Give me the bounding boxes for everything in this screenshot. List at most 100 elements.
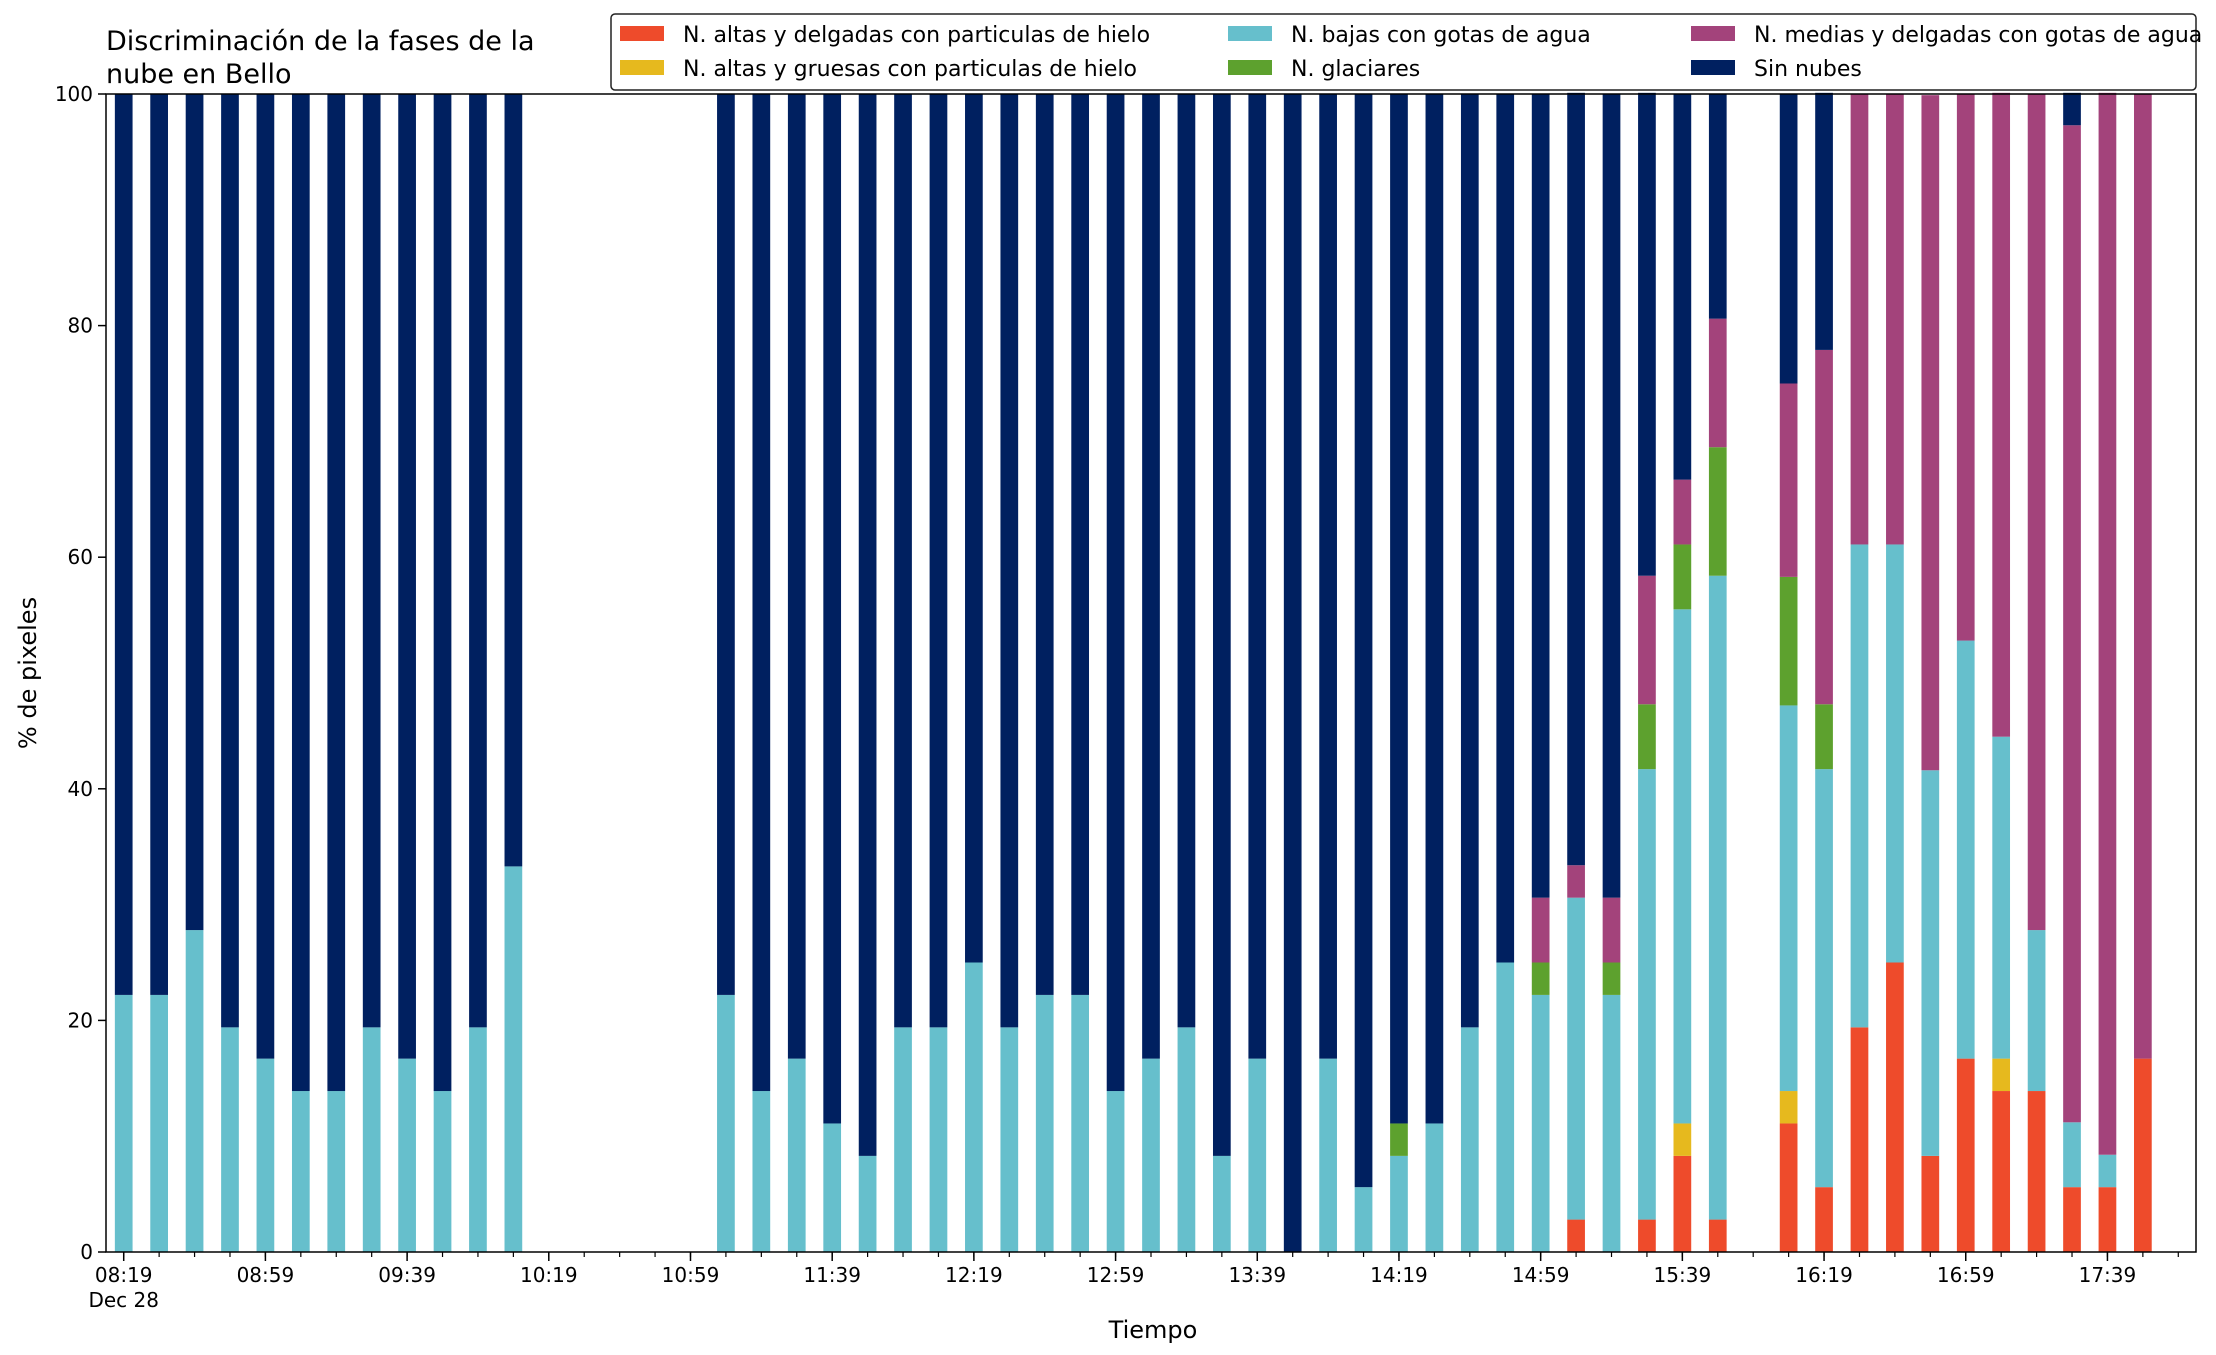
bar-segment-53-1 xyxy=(1992,1058,2011,1092)
bar-segment-38-2 xyxy=(1460,1027,1479,1252)
bar-segment-37-5 xyxy=(1425,94,1444,1124)
y-tick-label-4: 80 xyxy=(68,314,93,338)
bar-segment-56-2 xyxy=(2098,1154,2117,1188)
bar-segment-19-2 xyxy=(787,1058,806,1252)
bar-segment-40-4 xyxy=(1531,897,1550,963)
bar-segment-57-4 xyxy=(2134,94,2152,1059)
bar-segment-26-5 xyxy=(1035,94,1054,995)
bar-segment-48-4 xyxy=(1815,349,1833,705)
x-axis-label: Tiempo xyxy=(1108,1316,1198,1344)
bar-segment-48-0 xyxy=(1815,1187,1833,1252)
bar-segment-45-0 xyxy=(1708,1219,1727,1252)
bar-segment-52-2 xyxy=(1956,640,1975,1059)
legend: N. altas y delgadas con particulas de hi… xyxy=(610,13,2202,91)
bar-segment-0-2 xyxy=(114,994,133,1252)
bar-segment-19-5 xyxy=(787,94,806,1059)
bar-segment-28-2 xyxy=(1106,1091,1125,1252)
bar-segment-5-2 xyxy=(291,1091,310,1252)
bar-segment-26-2 xyxy=(1035,994,1054,1252)
bar-segment-43-5 xyxy=(1638,92,1656,576)
bar-segment-48-2 xyxy=(1815,769,1833,1188)
bar-segment-27-2 xyxy=(1071,994,1090,1252)
bar-segment-6-2 xyxy=(327,1091,346,1252)
legend-label-1: N. altas y gruesas con particulas de hie… xyxy=(683,57,1137,82)
bar-segment-10-2 xyxy=(469,1027,487,1252)
bar-segment-31-2 xyxy=(1212,1155,1231,1252)
bar-segment-38-5 xyxy=(1460,94,1479,1028)
y-tick-label-5: 100 xyxy=(55,82,93,106)
x-date-label: Dec 28 xyxy=(88,1288,159,1312)
bar-segment-44-0 xyxy=(1673,1155,1692,1252)
bar-segment-41-5 xyxy=(1567,92,1585,866)
bar-segment-56-0 xyxy=(2098,1187,2117,1252)
bar-segment-40-5 xyxy=(1531,94,1550,898)
bar-segment-9-5 xyxy=(433,94,452,1092)
bar-segment-20-2 xyxy=(823,1123,842,1252)
bar-segment-3-5 xyxy=(221,94,239,1028)
x-tick-label-3: 10:19 xyxy=(520,1263,578,1287)
bar-segment-40-2 xyxy=(1531,994,1550,1252)
bar-segment-35-2 xyxy=(1354,1187,1373,1252)
bar-segment-54-2 xyxy=(2027,930,2046,1092)
bar-segment-52-4 xyxy=(1956,94,1975,641)
bar-segment-41-2 xyxy=(1567,897,1585,1220)
bar-segment-42-2 xyxy=(1602,994,1621,1252)
legend-label-5: Sin nubes xyxy=(1754,57,1862,82)
bar-segment-44-1 xyxy=(1673,1123,1692,1156)
x-tick-label-6: 12:19 xyxy=(945,1263,1003,1287)
y-tick-label-3: 60 xyxy=(68,545,93,569)
bar-segment-10-5 xyxy=(469,94,487,1028)
bar-segment-1-5 xyxy=(150,94,168,995)
bar-segment-36-5 xyxy=(1390,94,1408,1124)
bar-segment-2-5 xyxy=(185,94,204,931)
legend-swatch-4 xyxy=(1691,26,1735,41)
bars-layer xyxy=(114,92,2152,1252)
bar-segment-36-3 xyxy=(1390,1123,1408,1156)
bar-segment-44-2 xyxy=(1673,609,1692,1124)
bar-segment-44-5 xyxy=(1673,94,1692,480)
bar-segment-45-2 xyxy=(1708,575,1727,1220)
bar-segment-17-2 xyxy=(717,994,735,1252)
bar-segment-48-3 xyxy=(1815,704,1833,770)
bar-segment-44-3 xyxy=(1673,544,1692,610)
bar-segment-32-5 xyxy=(1248,94,1267,1059)
bar-segment-47-2 xyxy=(1779,705,1798,1092)
x-tick-label-7: 12:59 xyxy=(1087,1263,1145,1287)
bar-segment-35-5 xyxy=(1354,94,1373,1188)
legend-label-3: N. glaciares xyxy=(1291,57,1420,82)
y-tick-label-1: 20 xyxy=(68,1008,93,1032)
bar-segment-49-4 xyxy=(1850,94,1869,545)
bar-segment-34-5 xyxy=(1319,94,1337,1059)
bar-segment-2-2 xyxy=(185,930,204,1252)
bar-segment-32-2 xyxy=(1248,1058,1267,1252)
bar-segment-43-3 xyxy=(1638,704,1656,770)
bar-segment-22-5 xyxy=(894,94,912,1028)
legend-label-2: N. bajas con gotas de agua xyxy=(1291,23,1591,48)
bar-segment-41-4 xyxy=(1567,865,1585,898)
bar-segment-55-5 xyxy=(2063,92,2081,126)
bar-segment-43-2 xyxy=(1638,769,1656,1220)
bar-segment-1-2 xyxy=(150,994,168,1252)
bar-segment-28-5 xyxy=(1106,94,1125,1092)
bar-segment-4-5 xyxy=(256,94,275,1059)
bar-segment-49-0 xyxy=(1850,1027,1869,1252)
bar-segment-23-5 xyxy=(929,94,948,1028)
x-tick-label-0: 08:19 xyxy=(95,1263,153,1287)
chart-title-line-1: Discriminación de la fases de la xyxy=(106,26,535,57)
bar-segment-47-5 xyxy=(1779,94,1798,384)
chart-title: Discriminación de la fases de la nube en… xyxy=(106,26,535,90)
x-tick-label-12: 16:19 xyxy=(1795,1263,1853,1287)
bar-segment-9-2 xyxy=(433,1091,452,1252)
bar-segment-24-5 xyxy=(965,94,983,963)
y-tick-label-2: 40 xyxy=(68,777,93,801)
bar-segment-45-4 xyxy=(1708,318,1727,448)
bar-segment-34-2 xyxy=(1319,1058,1337,1252)
x-tick-label-14: 17:39 xyxy=(2079,1263,2137,1287)
bar-segment-40-3 xyxy=(1531,962,1550,995)
bar-segment-22-2 xyxy=(894,1027,912,1252)
bar-segment-30-5 xyxy=(1177,94,1196,1028)
bar-segment-8-5 xyxy=(398,94,416,1059)
bar-segment-21-2 xyxy=(858,1155,877,1252)
bar-segment-53-2 xyxy=(1992,736,2011,1059)
